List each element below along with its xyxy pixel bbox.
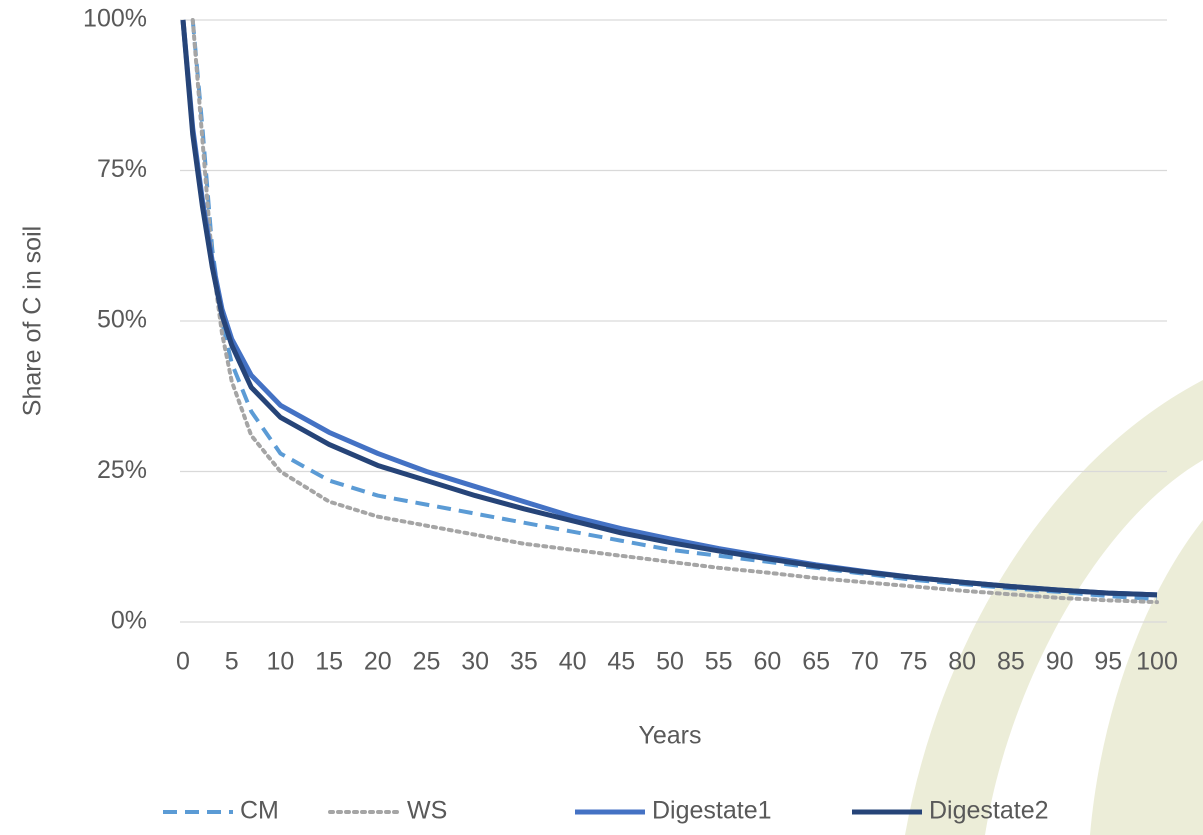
y-tick-label: 50% [97,306,147,334]
x-tick-label: 95 [1094,648,1122,676]
legend-label: Digestate2 [929,797,1049,825]
x-tick-label: 60 [753,648,781,676]
x-tick-label: 75 [900,648,928,676]
x-tick-label: 100 [1136,648,1178,676]
x-axis-title: Years [638,722,701,750]
x-tick-label: 10 [266,648,294,676]
legend-label: CM [240,797,279,825]
x-tick-label: 85 [997,648,1025,676]
x-tick-label: 65 [802,648,830,676]
x-tick-label: 0 [176,648,190,676]
x-tick-label: 55 [705,648,733,676]
y-tick-label: 25% [97,456,147,484]
series-line [183,20,1157,595]
x-tick-label: 80 [948,648,976,676]
x-tick-label: 70 [851,648,879,676]
legend-label: Digestate1 [652,797,772,825]
legend-label: WS [407,797,447,825]
y-axis-title: Share of C in soil [19,226,47,416]
x-tick-label: 25 [413,648,441,676]
y-tick-label: 0% [111,607,147,635]
series-line [183,20,1157,595]
chart: Share of C in soil Years 0% 25% 50% 75% 100%… [0,0,1203,835]
x-tick-label: 90 [1046,648,1074,676]
y-tick-label: 75% [97,155,147,183]
background-leaf [1090,520,1203,835]
y-tick-label: 100% [83,5,147,33]
x-tick-label: 15 [315,648,343,676]
x-tick-label: 40 [559,648,587,676]
series-line [193,20,1157,599]
x-tick-label: 5 [225,648,239,676]
x-tick-label: 35 [510,648,538,676]
x-tick-label: 30 [461,648,489,676]
x-tick-label: 20 [364,648,392,676]
series-line [193,20,1157,602]
x-tick-label: 50 [656,648,684,676]
x-tick-label: 45 [607,648,635,676]
